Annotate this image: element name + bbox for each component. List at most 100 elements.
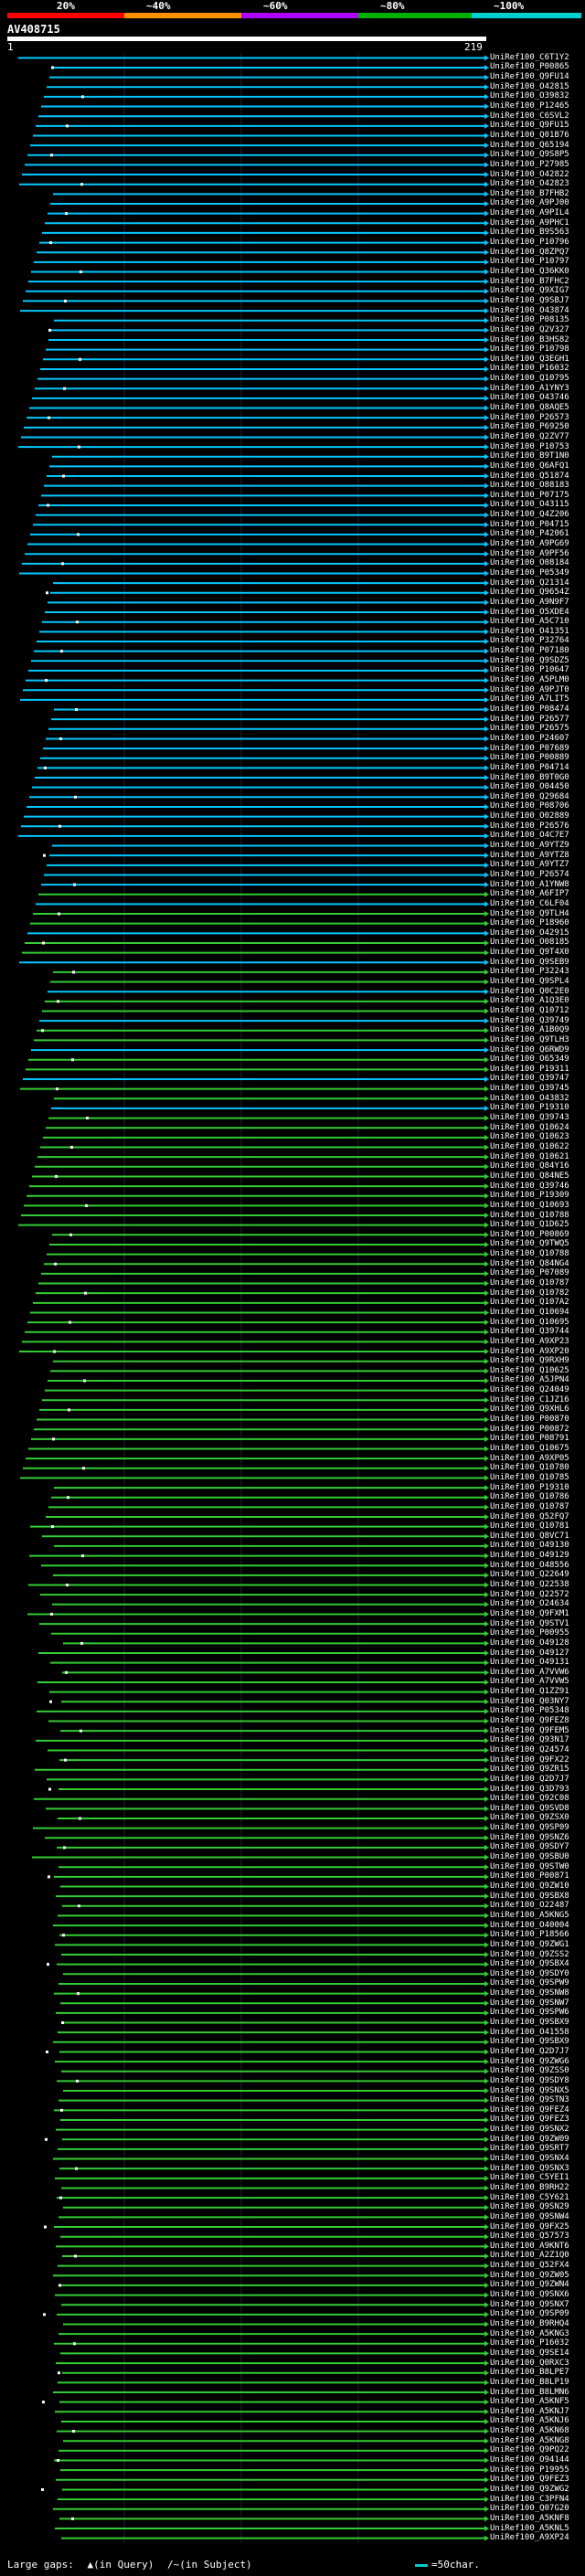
hit-label[interactable]: UniRef100_P19309 (490, 1191, 569, 1201)
hit-label[interactable]: UniRef100_A5KNG5 (490, 1910, 569, 1920)
hit-label[interactable]: UniRef100_A5KNG8 (490, 2435, 569, 2445)
hit-label[interactable]: UniRef100_Q107A2 (490, 1298, 569, 1308)
hit-label[interactable]: UniRef100_Q9SBX4 (490, 1959, 569, 1969)
hit-label[interactable]: UniRef100_P69250 (490, 422, 569, 432)
hit-label[interactable]: UniRef100_Q9SPW6 (490, 2008, 569, 2018)
hit-label[interactable]: UniRef100_A9KNT6 (490, 2241, 569, 2251)
hit-label[interactable]: UniRef100_Q10786 (490, 1492, 569, 1502)
hit-label[interactable]: UniRef100_A9YTZ8 (490, 850, 569, 860)
hit-label[interactable]: UniRef100_Q39743 (490, 1113, 569, 1123)
hit-label[interactable]: UniRef100_Q9654Z (490, 588, 569, 598)
hit-label[interactable]: UniRef100_A1Q3E0 (490, 996, 569, 1006)
hit-label[interactable]: UniRef100_Q9SEB9 (490, 957, 569, 967)
hit-label[interactable]: UniRef100_O48556 (490, 1560, 569, 1570)
hit-label[interactable]: UniRef100_P05348 (490, 1706, 569, 1716)
hit-label[interactable]: UniRef100_Q9SP09 (490, 1823, 569, 1833)
hit-label[interactable]: UniRef100_B9S563 (490, 228, 569, 238)
hit-label[interactable]: UniRef100_P08474 (490, 705, 569, 714)
hit-label[interactable]: UniRef100_Q8ZPQ7 (490, 247, 569, 257)
hit-label[interactable]: UniRef100_A2Z1Q0 (490, 2251, 569, 2261)
hit-label[interactable]: UniRef100_B9RHQ4 (490, 2318, 569, 2328)
hit-label[interactable]: UniRef100_P26573 (490, 412, 569, 422)
hit-label[interactable]: UniRef100_Q10788 (490, 1249, 569, 1259)
hit-label[interactable]: UniRef100_Q51874 (490, 471, 569, 481)
hit-label[interactable]: UniRef100_Q9FEZ3 (490, 2115, 569, 2125)
hit-label[interactable]: UniRef100_Q10780 (490, 1463, 569, 1473)
hit-label[interactable]: UniRef100_P42061 (490, 529, 569, 539)
hit-label[interactable]: UniRef100_O40004 (490, 1920, 569, 1930)
hit-label[interactable]: UniRef100_A5KNF8 (490, 2513, 569, 2523)
hit-label[interactable]: UniRef100_P05349 (490, 567, 569, 578)
hit-label[interactable]: UniRef100_P12465 (490, 101, 569, 111)
hit-label[interactable]: UniRef100_O43874 (490, 305, 569, 315)
hit-label[interactable]: UniRef100_A5KNJ6 (490, 2416, 569, 2426)
hit-label[interactable]: UniRef100_Q10795 (490, 374, 569, 384)
hit-label[interactable]: UniRef100_B8LP19 (490, 2377, 569, 2387)
hit-label[interactable]: UniRef100_P32243 (490, 967, 569, 977)
hit-label[interactable]: UniRef100_A9PG69 (490, 539, 569, 549)
hit-label[interactable]: UniRef100_P26575 (490, 724, 569, 734)
hit-label[interactable]: UniRef100_P26576 (490, 821, 569, 831)
hit-label[interactable]: UniRef100_Q9FEZ4 (490, 2104, 569, 2115)
hit-label[interactable]: UniRef100_A9YTZ7 (490, 860, 569, 870)
hit-label[interactable]: UniRef100_Q9TLH3 (490, 1034, 569, 1044)
hit-label[interactable]: UniRef100_C6SVL2 (490, 111, 569, 121)
hit-label[interactable]: UniRef100_A7VVW5 (490, 1677, 569, 1687)
hit-label[interactable]: UniRef100_O43832 (490, 1093, 569, 1103)
hit-label[interactable]: UniRef100_Q10787 (490, 1278, 569, 1288)
hit-label[interactable]: UniRef100_Q9FXM1 (490, 1608, 569, 1618)
hit-label[interactable]: UniRef100_P00870 (490, 1415, 569, 1425)
hit-label[interactable]: UniRef100_Q57573 (490, 2231, 569, 2242)
hit-label[interactable]: UniRef100_B8LPE7 (490, 2368, 569, 2378)
hit-label[interactable]: UniRef100_A9PF56 (490, 548, 569, 558)
hit-label[interactable]: UniRef100_Q39745 (490, 1084, 569, 1094)
hit-label[interactable]: UniRef100_P04714 (490, 762, 569, 772)
hit-label[interactable]: UniRef100_A9XP23 (490, 1336, 569, 1346)
hit-label[interactable]: UniRef100_A1B0Q9 (490, 1025, 569, 1035)
hit-label[interactable]: UniRef100_C1JZ16 (490, 1394, 569, 1405)
hit-label[interactable]: UniRef100_O49128 (490, 1638, 569, 1648)
hit-label[interactable]: UniRef100_Q10675 (490, 1443, 569, 1453)
hit-label[interactable]: UniRef100_P19311 (490, 1064, 569, 1074)
hit-label[interactable]: UniRef100_O41558 (490, 2027, 569, 2037)
hit-label[interactable]: UniRef100_Q9SDY7 (490, 1842, 569, 1852)
hit-label[interactable]: UniRef100_P26577 (490, 714, 569, 724)
hit-label[interactable]: UniRef100_P19310 (490, 1103, 569, 1113)
hit-label[interactable]: UniRef100_Q10693 (490, 1200, 569, 1210)
hit-label[interactable]: UniRef100_P00865 (490, 62, 569, 72)
hit-label[interactable]: UniRef100_A5KNF5 (490, 2397, 569, 2407)
hit-label[interactable]: UniRef100_Q9SNX3 (490, 2163, 569, 2173)
hit-label[interactable]: UniRef100_Q10625 (490, 1365, 569, 1375)
hit-label[interactable]: UniRef100_Q9FEZ3 (490, 2475, 569, 2485)
hit-label[interactable]: UniRef100_P00871 (490, 1871, 569, 1882)
hit-label[interactable]: UniRef100_Q10788 (490, 1210, 569, 1220)
hit-label[interactable]: UniRef100_Q10694 (490, 1307, 569, 1317)
hit-label[interactable]: UniRef100_Q4Z206 (490, 510, 569, 520)
hit-label[interactable]: UniRef100_Q22649 (490, 1570, 569, 1580)
hit-label[interactable]: UniRef100_A5KNG3 (490, 2328, 569, 2338)
hit-label[interactable]: UniRef100_Q9SDY0 (490, 1968, 569, 1978)
hit-label[interactable]: UniRef100_Q24049 (490, 1385, 569, 1395)
hit-label[interactable]: UniRef100_A5KN68 (490, 2426, 569, 2436)
hit-label[interactable]: UniRef100_O5XDE4 (490, 607, 569, 617)
hit-label[interactable]: UniRef100_Q03NY7 (490, 1696, 569, 1706)
hit-label[interactable]: UniRef100_Q9SBU0 (490, 1852, 569, 1862)
hit-label[interactable]: UniRef100_A5KNL5 (490, 2523, 569, 2533)
hit-label[interactable]: UniRef100_Q84NG4 (490, 1258, 569, 1268)
hit-label[interactable]: UniRef100_Q9STW0 (490, 1861, 569, 1871)
hit-label[interactable]: UniRef100_A9XP05 (490, 1453, 569, 1463)
hit-label[interactable]: UniRef100_Q9SNX7 (490, 2299, 569, 2309)
hit-label[interactable]: UniRef100_A7VVW6 (490, 1667, 569, 1677)
hit-label[interactable]: UniRef100_Q9ZW05 (490, 2270, 569, 2280)
hit-label[interactable]: UniRef100_Q9SBX9 (490, 2037, 569, 2047)
hit-label[interactable]: UniRef100_P10796 (490, 238, 569, 248)
hit-label[interactable]: UniRef100_Q9ZWG2 (490, 2484, 569, 2494)
hit-label[interactable]: UniRef100_Q39746 (490, 1181, 569, 1191)
hit-label[interactable]: UniRef100_A9YTZ9 (490, 841, 569, 851)
hit-label[interactable]: UniRef100_Q10695 (490, 1317, 569, 1327)
hit-label[interactable]: UniRef100_P16032 (490, 364, 569, 374)
hit-label[interactable]: UniRef100_O42815 (490, 81, 569, 91)
hit-label[interactable]: UniRef100_Q9SNX5 (490, 2085, 569, 2095)
hit-label[interactable]: UniRef100_O65349 (490, 1055, 569, 1065)
hit-label[interactable]: UniRef100_Q10787 (490, 1501, 569, 1511)
